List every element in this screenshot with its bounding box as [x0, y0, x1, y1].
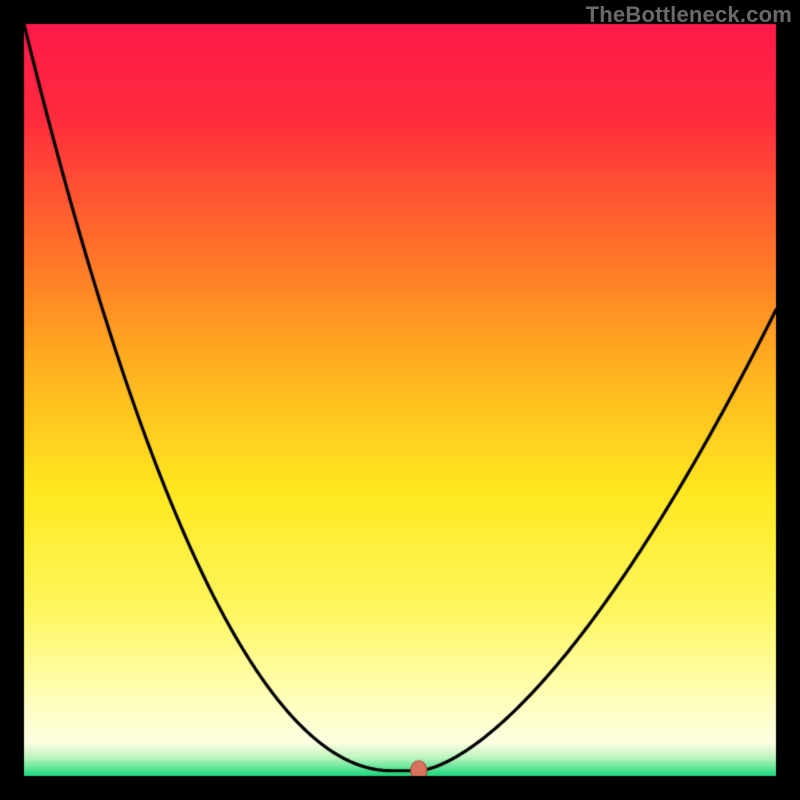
chart-stage: TheBottleneck.com [0, 0, 800, 800]
watermark-text: TheBottleneck.com [586, 2, 792, 28]
bottleneck-chart-canvas [0, 0, 800, 800]
